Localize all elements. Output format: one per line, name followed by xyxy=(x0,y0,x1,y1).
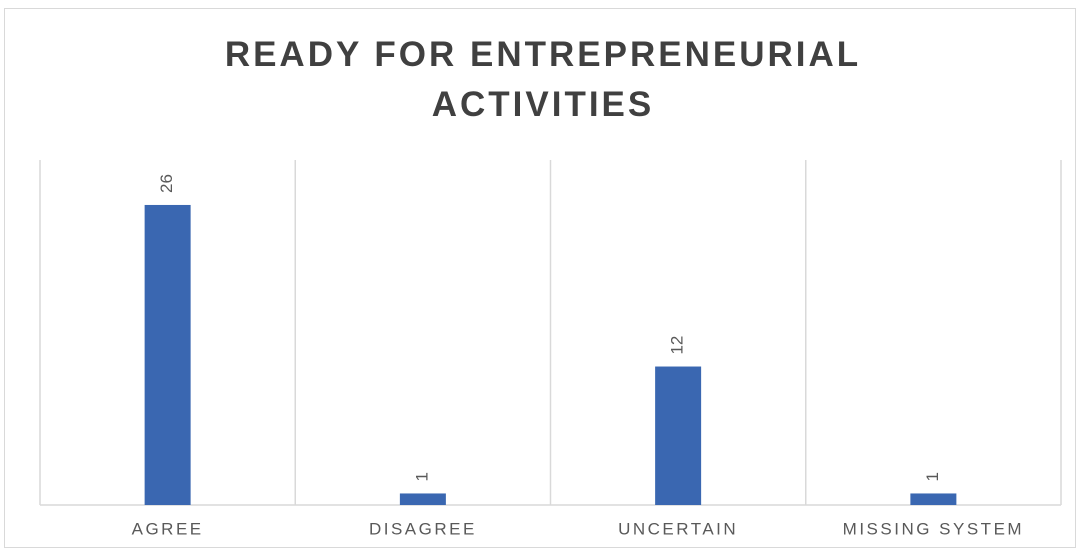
x-tick-label: UNCERTAIN xyxy=(618,519,738,538)
bar xyxy=(655,366,702,505)
x-tick-label: DISAGREE xyxy=(369,519,477,538)
data-label: 12 xyxy=(668,336,687,355)
data-label: 26 xyxy=(157,174,176,193)
chart-frame xyxy=(4,8,1076,548)
data-label: 1 xyxy=(412,472,431,481)
bar xyxy=(144,204,191,505)
x-tick-label: MISSING SYSTEM xyxy=(843,519,1024,538)
chart-title: READY FOR ENTREPRENEURIAL ACTIVITIES xyxy=(224,35,862,124)
data-label: 1 xyxy=(923,472,942,481)
bar xyxy=(910,493,957,505)
bar xyxy=(399,493,446,505)
x-tick-label: AGREE xyxy=(132,519,204,538)
